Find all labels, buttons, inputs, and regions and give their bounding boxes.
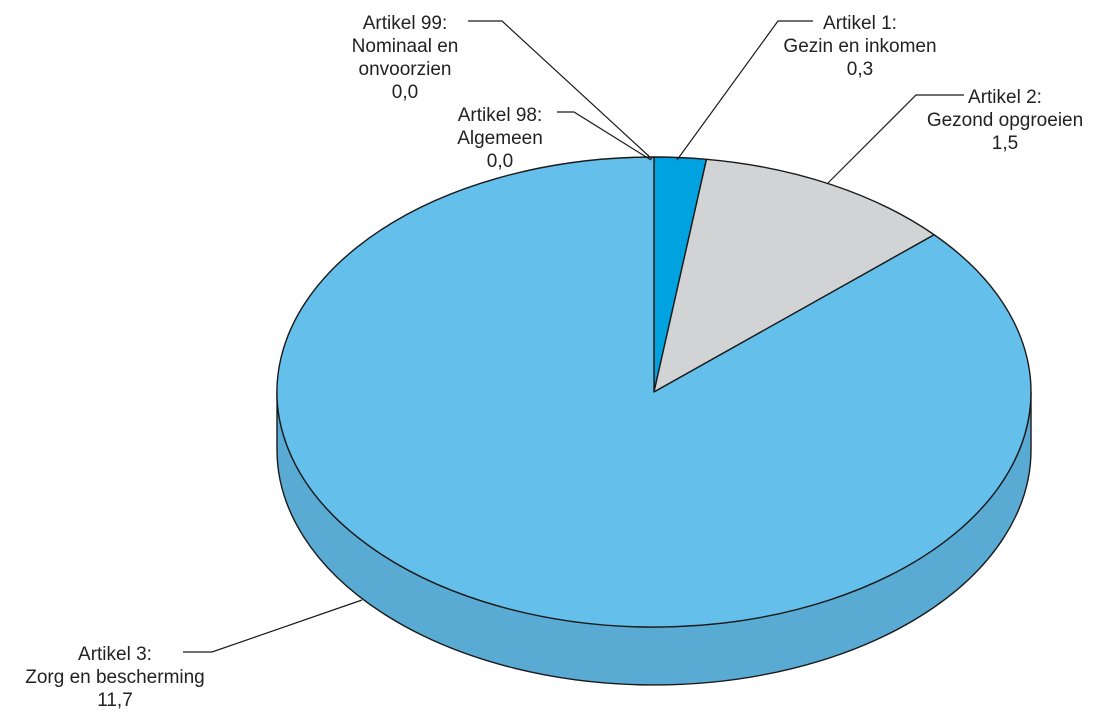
label-artikel-99-title: Artikel 99: [362, 13, 448, 34]
leader-artikel-1 [676, 20, 813, 161]
label-artikel-2: Artikel 2: Gezond opgroeien 1,5 [905, 86, 1105, 155]
leader-artikel-98 [557, 111, 652, 161]
leader-artikel-99 [468, 20, 653, 160]
label-artikel-98-name: Algemeen [457, 128, 543, 149]
label-artikel-1-name: Gezin en inkomen [783, 36, 937, 57]
label-artikel-2-value: 1,5 [991, 133, 1019, 154]
label-artikel-1: Artikel 1: Gezin en inkomen 0,3 [760, 12, 960, 81]
label-artikel-99-name-2: onvoorzien [358, 59, 452, 80]
label-artikel-2-title: Artikel 2: [968, 87, 1042, 108]
label-artikel-3-title: Artikel 3: [78, 644, 152, 665]
label-artikel-99: Artikel 99: Nominaal en onvoorzien 0,0 [335, 12, 475, 104]
label-artikel-2-name: Gezond opgroeien [926, 110, 1084, 131]
label-artikel-1-title: Artikel 1: [823, 13, 897, 34]
label-artikel-1-value: 0,3 [846, 59, 874, 80]
leader-artikel-3 [183, 599, 363, 653]
label-artikel-3: Artikel 3: Zorg en bescherming 11,7 [0, 643, 230, 712]
label-artikel-98: Artikel 98: Algemeen 0,0 [440, 104, 560, 173]
label-artikel-98-value: 0,0 [486, 151, 514, 172]
label-artikel-99-name-1: Nominaal en [351, 36, 459, 57]
pie-slice-2 [653, 158, 935, 393]
leader-artikel-2 [827, 94, 964, 184]
label-artikel-99-value: 0,0 [391, 82, 419, 103]
label-artikel-3-value: 11,7 [97, 690, 133, 711]
label-artikel-3-name: Zorg en bescherming [25, 667, 205, 688]
label-artikel-98-title: Artikel 98: [457, 105, 543, 126]
pie-slice-3 [276, 156, 1032, 628]
